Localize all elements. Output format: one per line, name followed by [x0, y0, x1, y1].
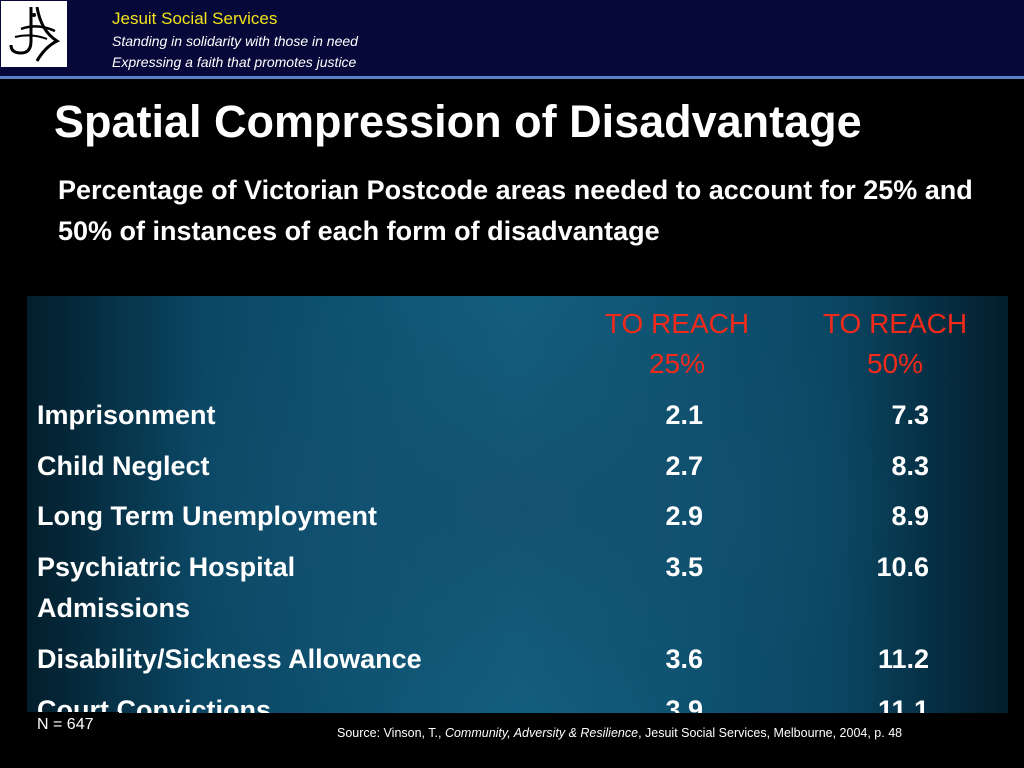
row-label: Imprisonment	[37, 400, 216, 430]
row-label: Child Neglect	[37, 451, 210, 481]
row-value-25: 3.6	[665, 644, 703, 674]
row-value-25: 2.7	[665, 451, 703, 481]
tagline-1: Standing in solidarity with those in nee…	[112, 33, 358, 49]
source-suffix: , Jesuit Social Services, Melbourne, 200…	[638, 726, 903, 740]
source-prefix: Source: Vinson, T.,	[337, 726, 445, 740]
source-citation: Source: Vinson, T., Community, Adversity…	[300, 716, 1008, 750]
row-value-25: 3.9	[665, 695, 703, 713]
row-label: Long Term Unemployment	[37, 501, 378, 531]
column-header-25: TO REACH 25%	[582, 304, 772, 384]
row-value-25: 3.5	[665, 552, 703, 582]
source-title: Community, Adversity & Resilience	[444, 726, 639, 740]
slide-title: Spatial Compression of Disadvantage	[54, 96, 862, 147]
row-value-50: 11.2	[877, 644, 929, 674]
row-label: Psychiatric Hospital Admissions	[37, 552, 296, 623]
row-value-50: 10.6	[876, 552, 929, 582]
column-header-25-line1: TO REACH	[604, 308, 750, 339]
row-value-50: 8.9	[891, 501, 929, 531]
row-label: Disability/Sickness Allowance	[37, 644, 422, 674]
tagline-2: Expressing a faith that promotes justice	[112, 54, 357, 70]
column-header-25-line2: 25%	[648, 348, 706, 379]
row-value-50: 11.1	[877, 695, 929, 713]
header-bar: Jesuit Social Services Standing in solid…	[0, 0, 1024, 79]
column-header-50-line1: TO REACH	[822, 308, 968, 339]
column-header-50-line2: 50%	[866, 348, 924, 379]
row-value-50: 8.3	[891, 451, 929, 481]
jesuit-social-services-logo-icon	[1, 1, 67, 67]
slide-subtitle: Percentage of Victorian Postcode areas n…	[58, 175, 973, 246]
sample-size-label: N = 647	[27, 712, 119, 738]
row-value-25: 2.9	[665, 501, 703, 531]
data-table: TO REACH 25% TO REACH 50% Imprisonment 2…	[27, 296, 1008, 713]
row-value-25: 2.1	[665, 400, 703, 430]
org-name: Jesuit Social Services	[112, 9, 278, 28]
row-value-50: 7.3	[891, 400, 929, 430]
column-header-50: TO REACH 50%	[800, 304, 990, 384]
row-label: Court Convictions	[37, 695, 271, 713]
